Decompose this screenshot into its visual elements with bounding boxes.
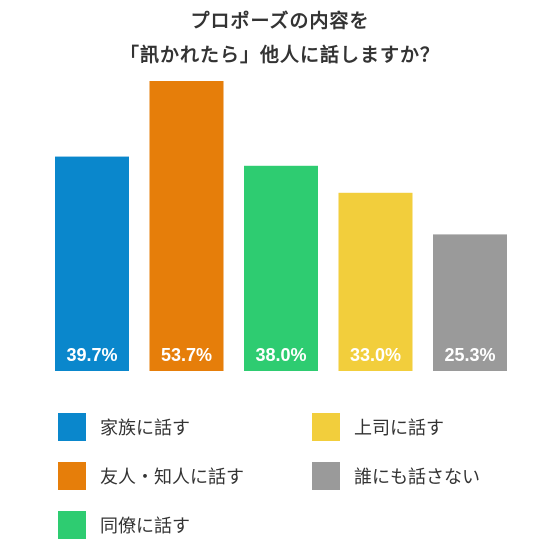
legend-item-coworkers: 同僚に話す — [58, 510, 190, 540]
legend-item-family: 家族に話す — [58, 412, 190, 442]
bar-3 — [244, 165, 318, 371]
bar-value-label-4: 33.0% — [350, 345, 401, 365]
bar-5 — [433, 234, 507, 371]
bar-value-label-1: 39.7% — [66, 345, 117, 365]
chart-title-line-1: プロポーズの内容を — [190, 10, 370, 32]
legend-label-nobody: 誰にも話さない — [354, 467, 480, 488]
bar-value-label-5: 25.3% — [444, 345, 495, 365]
legend-item-boss: 上司に話す — [312, 412, 444, 442]
legend-item-nobody: 誰にも話さない — [312, 461, 480, 491]
legend-swatch-friends — [58, 462, 86, 490]
bar-value-label-3: 38.0% — [255, 345, 306, 365]
legend-label-boss: 上司に話す — [354, 418, 444, 439]
bar-4 — [338, 192, 413, 371]
legend-label-friends: 友人・知人に話す — [100, 467, 244, 488]
legend-swatch-coworkers — [58, 511, 86, 539]
legend-swatch-boss — [312, 413, 340, 441]
legend-swatch-family — [58, 413, 86, 441]
legend-label-family: 家族に話す — [100, 418, 190, 439]
bar-value-label-2: 53.7% — [161, 345, 212, 365]
legend-label-coworkers: 同僚に話す — [100, 516, 190, 537]
bar-2 — [149, 81, 224, 371]
legend-item-friends: 友人・知人に話す — [58, 461, 244, 491]
bar-1 — [55, 156, 129, 371]
chart-title-line-2: 「訊かれたら」他人に話しますか？ — [119, 44, 440, 66]
legend-swatch-nobody — [312, 462, 340, 490]
